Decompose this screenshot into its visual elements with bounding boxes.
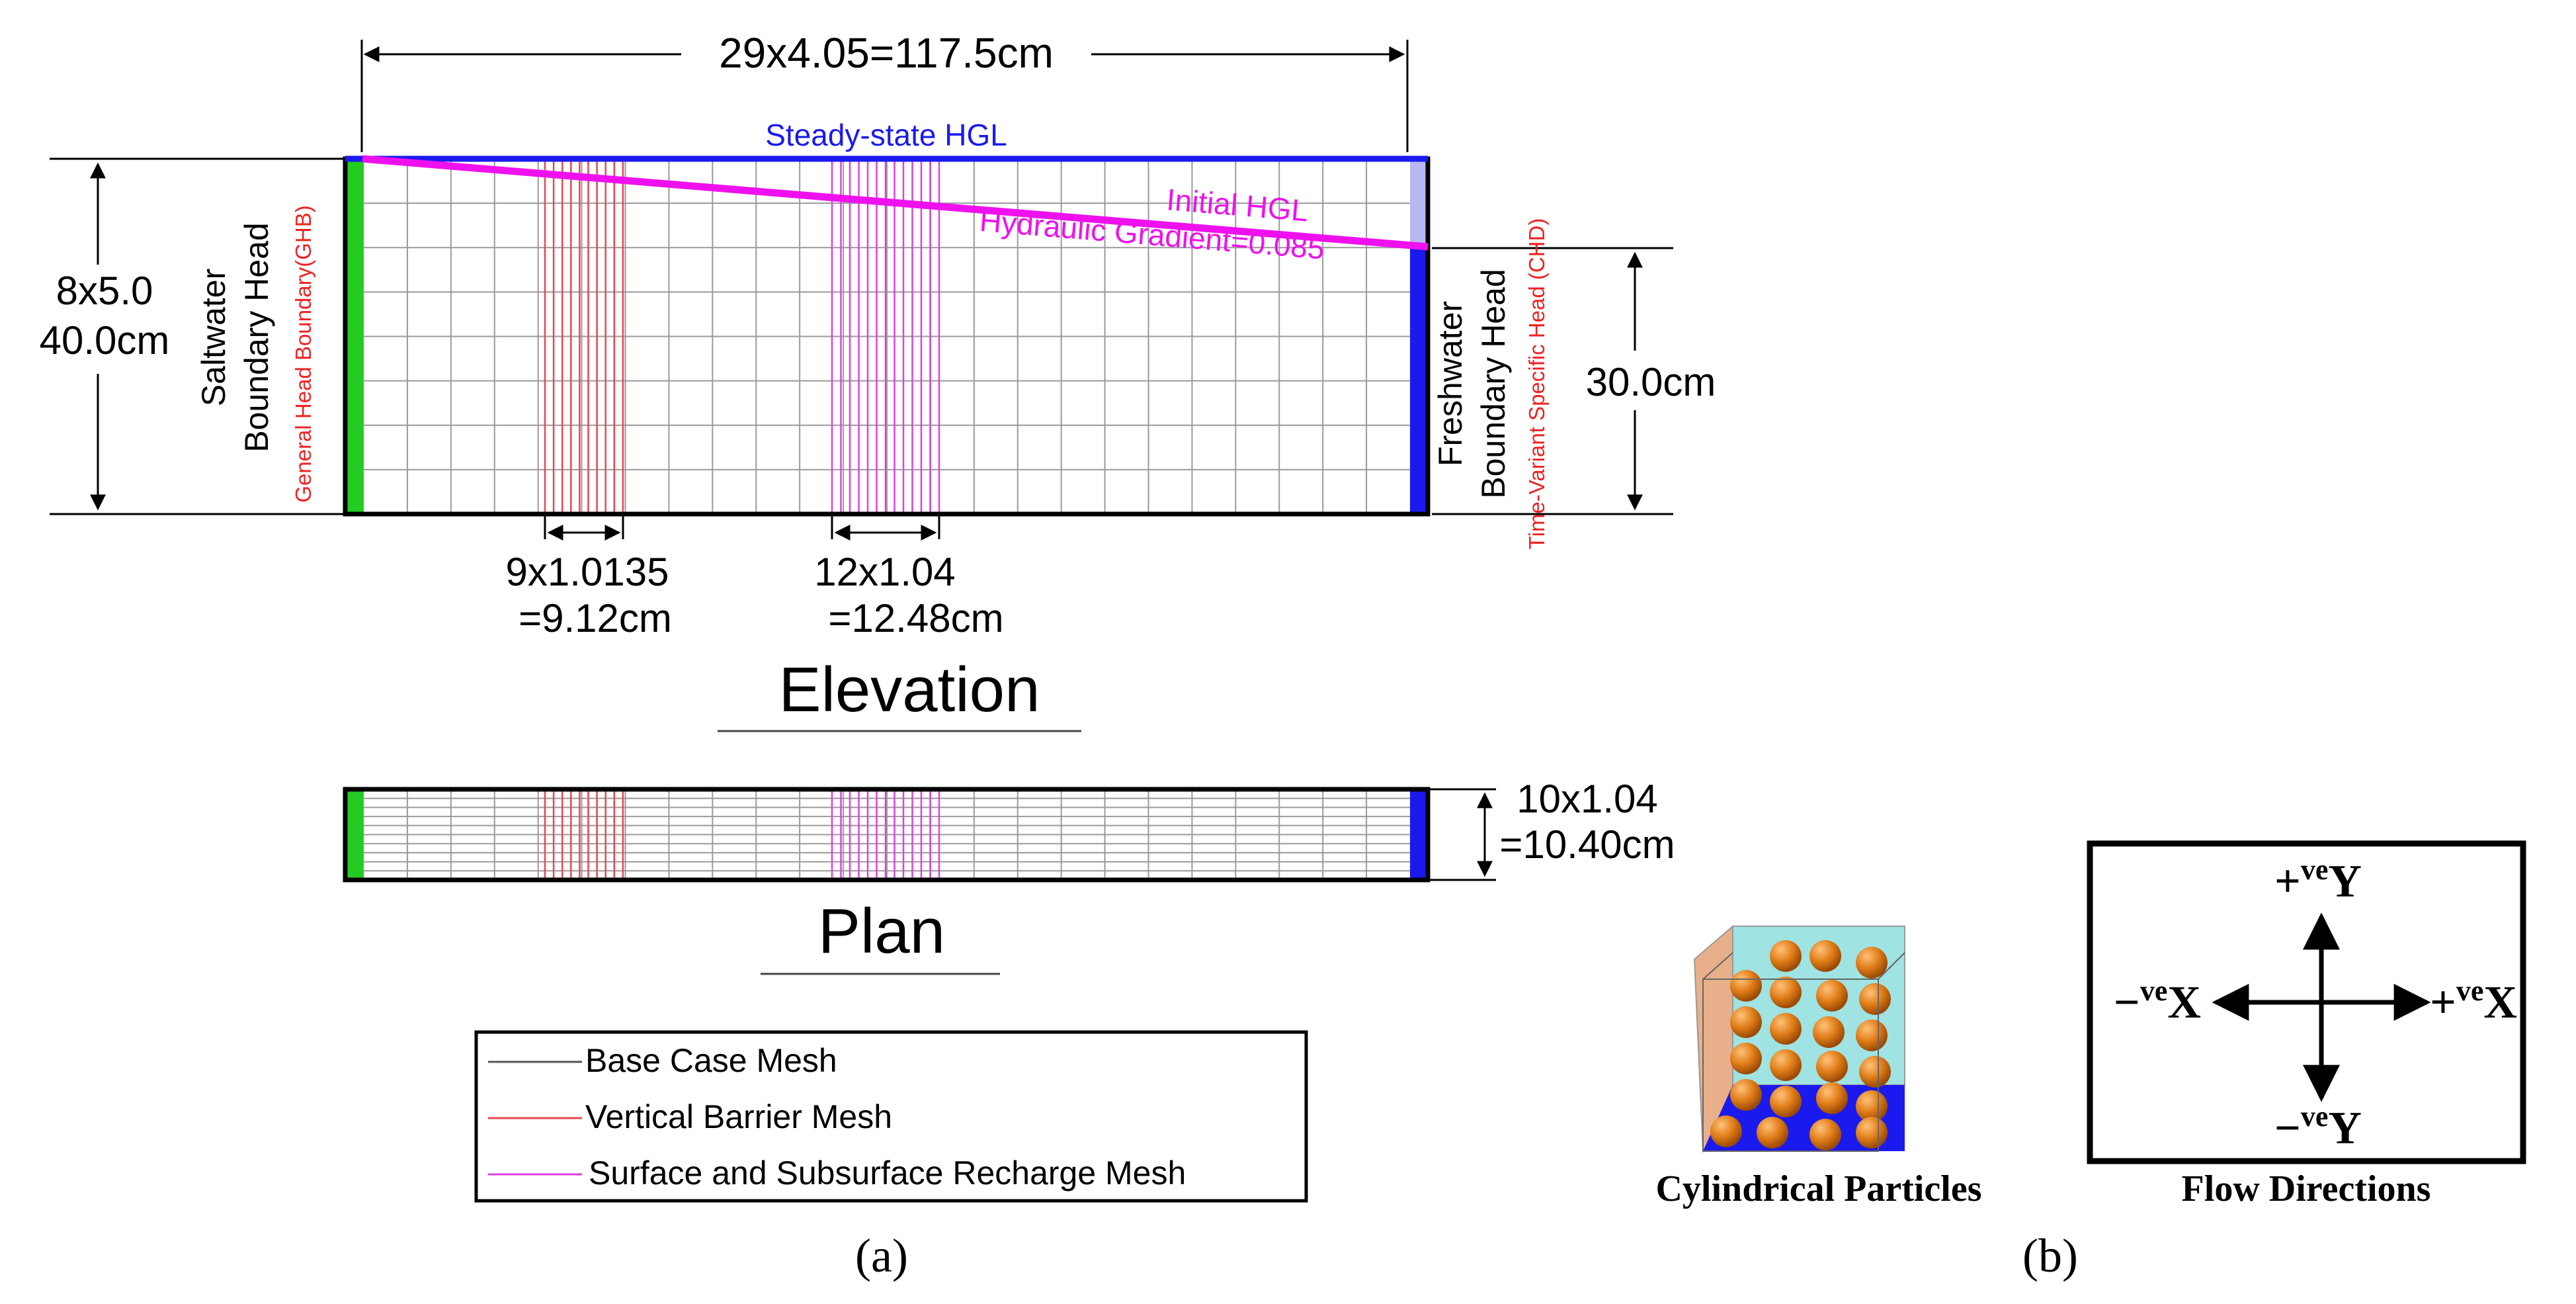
particle-sphere [1809, 1119, 1841, 1151]
particle-sphere [1813, 1016, 1845, 1048]
recharge-dimension-line2: =12.48cm [828, 596, 1003, 640]
chd-label: Time-Variant Specific Head (CHD) [1524, 218, 1549, 550]
flow-directions-diagram: +veY −veY −veX +veX [2087, 840, 2526, 1164]
plan-saltwater-strip [345, 789, 364, 880]
elevation-recharge-mesh [831, 159, 940, 514]
freshwater-upper-strip [1410, 159, 1428, 248]
particle-sphere [1856, 1117, 1888, 1149]
plan-outline [343, 787, 1431, 883]
particle-sphere [1770, 1086, 1802, 1117]
plan-base-mesh [345, 789, 1428, 880]
particle-sphere [1816, 1051, 1848, 1082]
left-dimension-line1: 8x5.0 [56, 269, 153, 313]
flow-plus-y-label: +veY [2274, 853, 2362, 907]
flow-plus-x-label: +veX [2430, 975, 2517, 1028]
particle-sphere [1710, 1115, 1742, 1147]
saltwater-label-line2: Boundary Head [238, 222, 275, 452]
particle-sphere [1770, 1049, 1802, 1081]
legend-label-base: Base Case Mesh [585, 1042, 837, 1079]
freshwater-label-line2: Boundary Head [1475, 269, 1512, 498]
freshwater-label-line1: Freshwater [1432, 301, 1469, 466]
plan-vertical-barrier-mesh [544, 789, 624, 880]
legend-box [474, 1030, 1308, 1203]
particles-caption: Cylindrical Particles [1655, 1168, 1981, 1209]
particle-spheres [1710, 940, 1891, 1151]
saltwater-label-line1: Saltwater [195, 269, 232, 406]
particle-sphere [1770, 977, 1802, 1008]
plan-dimension-line1: 10x1.04 [1517, 777, 1658, 821]
legend: Base Case Mesh Vertical Barrier Mesh Sur… [474, 1030, 1308, 1203]
panel-b-label: (b) [2022, 1229, 2078, 1282]
plan-view: 10x1.04 =10.40cm Plan [343, 777, 1675, 975]
particle-sphere [1730, 1079, 1762, 1111]
particle-sphere [1757, 1117, 1788, 1149]
particle-sphere [1770, 940, 1802, 972]
particle-sphere [1730, 1006, 1762, 1038]
recharge-dimension-line1: 12x1.04 [814, 550, 956, 594]
plan-dimension-line2: =10.40cm [1499, 822, 1675, 867]
freshwater-boundary-strip [1410, 248, 1428, 514]
top-dimension-label: 29x4.05=117.5cm [719, 29, 1054, 77]
legend-label-barrier: Vertical Barrier Mesh [585, 1098, 892, 1135]
legend-label-recharge: Surface and Subsurface Recharge Mesh [589, 1154, 1186, 1192]
particle-sphere [1859, 983, 1891, 1015]
cylindrical-particles-illustration [1693, 924, 1905, 1153]
flow-directions-caption: Flow Directions [2182, 1168, 2431, 1209]
elevation-title: Elevation [779, 654, 1040, 725]
elevation-view: 29x4.05=117.5cm Steady-state HGL Initial… [0, 26, 1716, 732]
ghb-label: General Head Boundary(GHB) [291, 205, 315, 502]
elevation-vertical-barrier-mesh [544, 159, 624, 514]
barrier-dimension-line2: =9.12cm [519, 596, 672, 640]
plan-freshwater-strip [1410, 789, 1428, 880]
plan-title: Plan [818, 896, 945, 967]
particle-sphere [1730, 970, 1762, 1002]
saltwater-boundary-strip [345, 159, 364, 514]
particle-sphere [1856, 947, 1888, 978]
left-dimension-line2: 40.0cm [40, 318, 170, 363]
particle-sphere [1816, 980, 1848, 1012]
particle-sphere [1856, 1090, 1888, 1122]
particle-sphere [1859, 1056, 1891, 1088]
panel-a-label: (a) [855, 1229, 908, 1282]
particle-sphere [1770, 1013, 1802, 1045]
particle-sphere [1730, 1043, 1762, 1074]
initial-hgl-line [362, 155, 1429, 251]
particle-sphere [1856, 1020, 1888, 1051]
plan-recharge-mesh [831, 789, 940, 880]
right-dimension-label: 30.0cm [1586, 360, 1716, 404]
particle-sphere [1816, 1082, 1848, 1114]
barrier-dimension-line1: 9x1.0135 [506, 550, 669, 594]
particle-sphere [1809, 940, 1841, 972]
particle-box-front-frame [1702, 978, 1879, 1152]
steady-state-hgl-label: Steady-state HGL [765, 118, 1007, 152]
